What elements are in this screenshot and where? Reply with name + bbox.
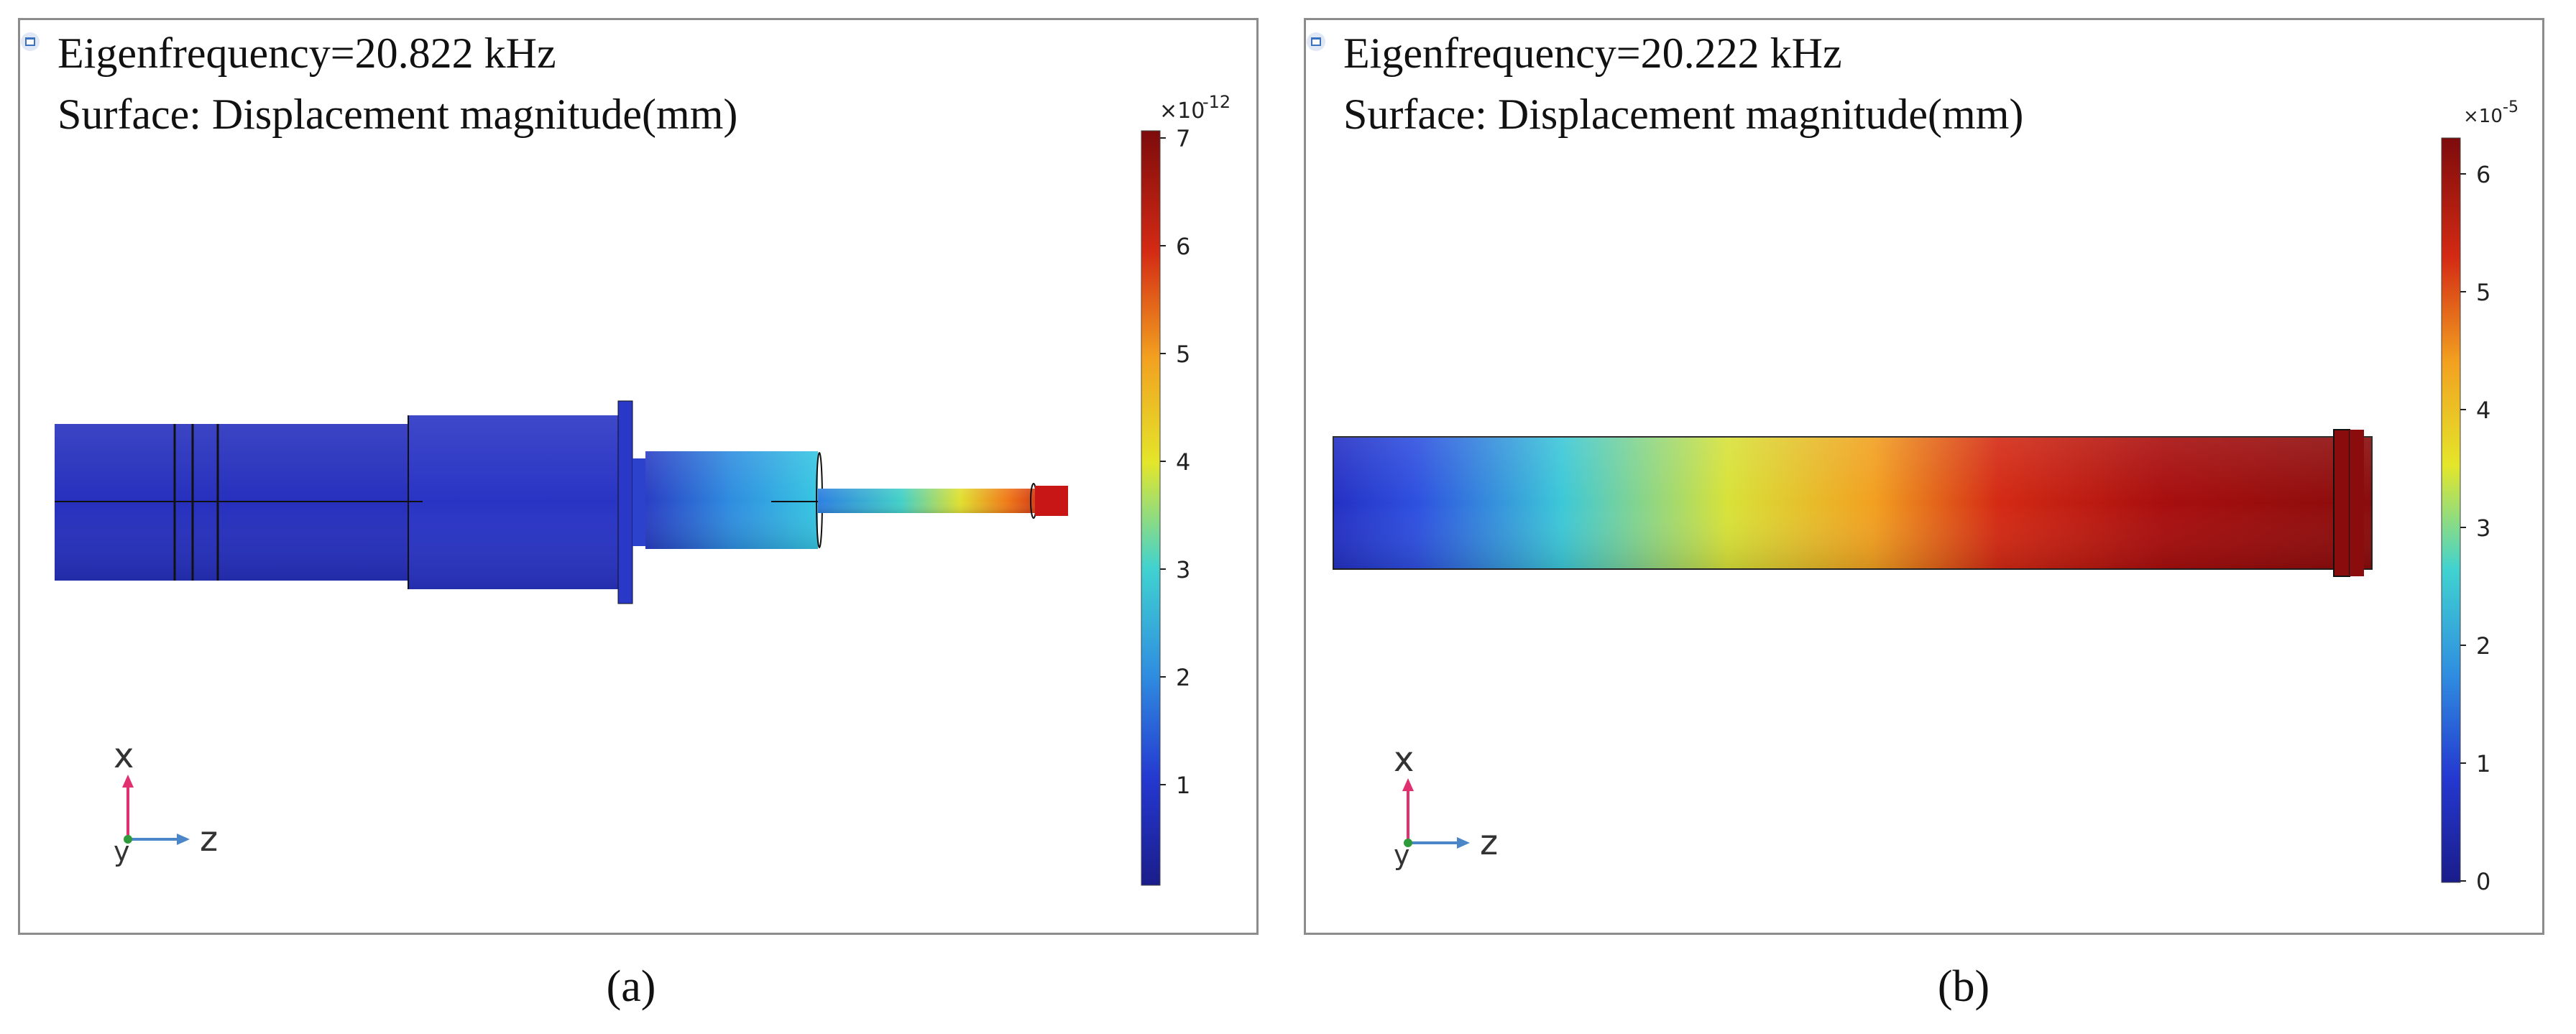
colorbar-multiplier: ×10	[1159, 98, 1205, 124]
eigenfrequency-label: Eigenfrequency=20.222 kHz	[1343, 29, 1842, 77]
axis-triad-b: x z y	[1394, 739, 1498, 871]
axis-triad-a: x z y	[114, 736, 218, 867]
colorbar-multiplier: ×10	[2463, 106, 2503, 127]
transducer-body	[55, 400, 647, 604]
axis-label-y: y	[1394, 839, 1410, 871]
colorbar-tick: 4	[2476, 397, 2490, 424]
colorbar-tick: 5	[1176, 341, 1190, 368]
rod-body	[1333, 429, 2373, 577]
colorbar-tick: 3	[2476, 514, 2490, 542]
colorbar-tick: 4	[1176, 448, 1190, 476]
caption-a: (a)	[606, 962, 656, 1011]
panel-b: Eigenfrequency=20.222 kHz Surface: Displ…	[1304, 18, 2544, 935]
surface-label: Surface: Displacement magnitude(mm)	[1343, 91, 2024, 138]
colorbar-tick: 2	[1176, 664, 1190, 691]
eigenfrequency-label: Eigenfrequency=20.822 kHz	[58, 29, 556, 77]
tool-tip	[818, 483, 1068, 519]
axis-label-x: x	[114, 736, 134, 776]
axis-label-z: z	[1480, 823, 1498, 863]
colorbar-ticks: 6 5 4 3 2 1 0	[2460, 161, 2490, 895]
axis-label-z: z	[200, 819, 218, 859]
horn-section	[645, 451, 823, 549]
colorbar-tick: 7	[1176, 125, 1190, 152]
axis-label-y: y	[114, 836, 130, 867]
window-icon[interactable]	[20, 32, 40, 52]
model-view-a: ×10 -12 7 6 5 4 3 2 1	[55, 92, 1230, 886]
colorbar-exponent: -12	[1202, 92, 1230, 112]
panel-a: Eigenfrequency=20.822 kHz Surface: Displ…	[18, 18, 1259, 935]
colorbar-b: ×10 -5 6 5 4 3 2 1 0	[2441, 98, 2518, 895]
colorbar-tick: 6	[2476, 161, 2490, 188]
colorbar-tick: 2	[2476, 632, 2490, 660]
colorbar-a: ×10 -12 7 6 5 4 3 2 1	[1141, 92, 1230, 886]
surface-label: Surface: Displacement magnitude(mm)	[58, 91, 738, 138]
window-icon[interactable]	[1306, 32, 1326, 52]
axis-label-x: x	[1394, 739, 1414, 780]
colorbar-tick: 3	[1176, 556, 1190, 583]
model-view-b: ×10 -5 6 5 4 3 2 1 0	[1333, 98, 2518, 895]
colorbar-exponent: -5	[2503, 98, 2518, 116]
colorbar-tick: 1	[1176, 772, 1190, 799]
colorbar-tick: 1	[2476, 750, 2490, 777]
colorbar-tick: 5	[2476, 279, 2490, 306]
caption-b: (b)	[1937, 962, 1990, 1011]
colorbar-ticks: 7 6 5 4 3 2 1	[1160, 125, 1190, 799]
colorbar-tick: 6	[1176, 233, 1190, 260]
colorbar-tick: 0	[2476, 868, 2490, 895]
